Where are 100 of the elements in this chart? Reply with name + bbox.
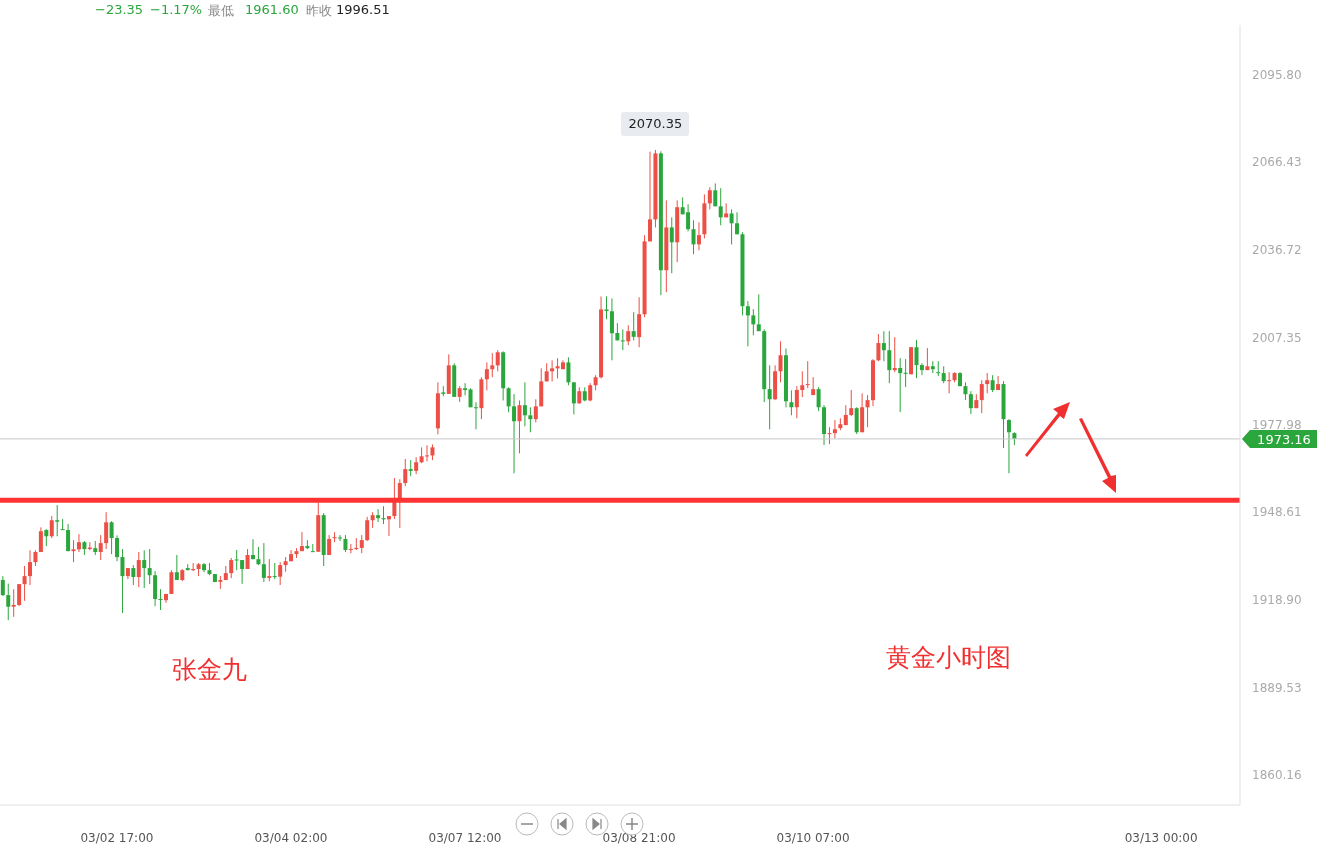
candlestick: [588, 382, 593, 402]
candlestick: [359, 534, 364, 554]
candlestick: [425, 444, 430, 462]
annotation: 黄金小时图: [886, 642, 1011, 674]
y-tick-label: 2007.35: [1252, 330, 1302, 345]
candlestick: [28, 549, 33, 586]
candlestick: [272, 562, 277, 580]
candlestick: [484, 361, 489, 391]
candlestick: [751, 308, 756, 336]
candlestick: [17, 583, 22, 607]
y-tick-label: 1948.61: [1252, 505, 1302, 520]
candlestick: [522, 381, 527, 427]
candlestick: [136, 551, 141, 588]
candlestick: [609, 297, 614, 361]
text: −23.35: [95, 2, 144, 17]
candlestick: [0, 575, 5, 597]
candlestick: [463, 382, 468, 396]
candlestick: [71, 539, 76, 563]
candlestick: [512, 393, 517, 474]
candlestick: [718, 187, 723, 226]
candlestick: [403, 458, 408, 487]
annotation: 张金九: [172, 654, 247, 686]
candlestick: [109, 520, 114, 555]
y-tick-label: 2095.80: [1252, 67, 1302, 82]
candlestick: [66, 523, 71, 552]
candlestick: [849, 389, 854, 417]
candlestick: [55, 504, 60, 537]
candlestick: [98, 534, 103, 561]
candlestick: [278, 561, 283, 586]
candlestick: [229, 557, 234, 579]
candlestick: [348, 543, 353, 554]
candlestick: [261, 542, 266, 583]
candlestick: [566, 356, 571, 386]
y-tick-label: 1977.98: [1252, 417, 1302, 432]
y-tick-label: 1860.16: [1252, 768, 1302, 783]
annotation: 2070.35: [621, 111, 690, 136]
candlestick: [794, 385, 799, 419]
candlestick: [234, 549, 239, 571]
y-tick-label: 2036.72: [1252, 243, 1302, 258]
candlestick: [620, 328, 625, 351]
candlestick: [1006, 418, 1011, 474]
ref-line-label: 1973.16: [1257, 431, 1311, 447]
candlestick: [876, 333, 881, 362]
candlestick: [49, 515, 54, 539]
candlestick: [936, 360, 941, 377]
candlestick: [571, 381, 576, 415]
candlestick: [6, 583, 11, 621]
candlestick: [174, 554, 179, 581]
candlestick: [38, 526, 43, 553]
candlestick: [696, 221, 701, 251]
y-tick-label: 2066.43: [1252, 154, 1302, 169]
text: 1961.60: [245, 2, 299, 17]
candlestick: [158, 588, 163, 611]
candlestick: [240, 559, 245, 585]
candlestick: [979, 379, 984, 414]
candlestick: [745, 300, 750, 347]
candlestick: [376, 508, 381, 523]
candlestick: [637, 296, 642, 348]
y-tick-label: 1918.90: [1252, 593, 1302, 608]
candlestick: [142, 549, 147, 589]
candlestick: [267, 558, 272, 582]
candlestick: [691, 219, 696, 255]
x-tick-label: 03/07 12:00: [428, 830, 502, 845]
candlestick: [887, 330, 892, 384]
x-tick-label: 03/13 00:00: [1124, 830, 1198, 845]
candlestick: [169, 569, 174, 595]
candlestick: [604, 295, 609, 320]
candlestick: [528, 406, 533, 433]
candlestick: [11, 588, 16, 618]
candlestick: [120, 548, 125, 614]
candlestick: [778, 340, 783, 383]
candlestick: [60, 518, 65, 531]
candlestick: [104, 511, 109, 550]
text: 昨收: [306, 2, 332, 20]
candlestick: [985, 372, 990, 394]
candlestick: [495, 349, 500, 372]
candlestick: [898, 357, 903, 413]
x-tick-label: 03/02 17:00: [80, 830, 154, 845]
candlestick: [903, 358, 908, 388]
candlestick: [756, 293, 761, 332]
candlestick: [338, 534, 343, 542]
candlestick: [256, 546, 261, 566]
candlestick: [147, 548, 152, 585]
candlestick: [968, 390, 973, 415]
candlestick: [550, 359, 555, 382]
candlestick: [245, 548, 250, 570]
candlestick: [506, 386, 511, 413]
candlestick: [881, 330, 886, 362]
candlestick: [919, 362, 924, 376]
candlestick: [631, 311, 636, 341]
candlestick: [648, 151, 653, 242]
candlestick: [517, 399, 522, 454]
candlestick: [816, 386, 821, 412]
candlestick: [115, 534, 120, 562]
text: −1.17%: [150, 2, 203, 17]
candlestick: [729, 208, 734, 245]
candlestick: [414, 456, 419, 475]
text: 最低: [208, 2, 234, 20]
candlestick: [386, 515, 391, 537]
candlestick: [473, 401, 478, 430]
